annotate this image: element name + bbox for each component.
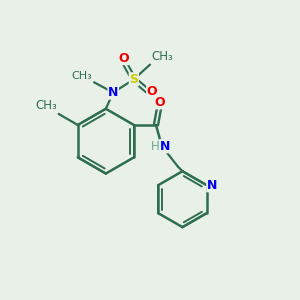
- Text: H: H: [151, 140, 160, 153]
- Text: O: O: [118, 52, 129, 64]
- Text: CH₃: CH₃: [152, 50, 173, 63]
- Text: N: N: [108, 86, 119, 99]
- Text: O: O: [147, 85, 158, 98]
- Text: N: N: [160, 140, 170, 153]
- Text: S: S: [129, 73, 138, 86]
- Text: N: N: [207, 179, 217, 192]
- Text: O: O: [154, 96, 165, 109]
- Text: CH₃: CH₃: [71, 71, 92, 81]
- Text: CH₃: CH₃: [35, 100, 57, 112]
